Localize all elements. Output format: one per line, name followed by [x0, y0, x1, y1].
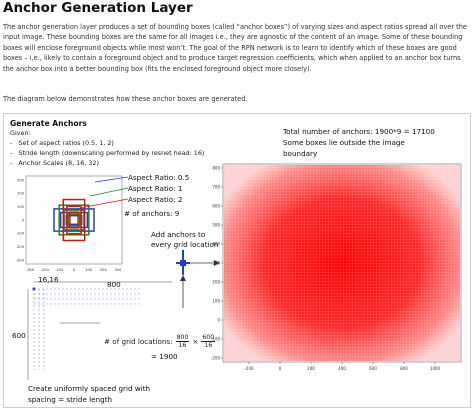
big-plot-y-tick: 600	[212, 203, 220, 208]
create-grid-label-line2: spacing = stride length	[28, 395, 113, 404]
grid-location-cross-icon	[176, 250, 190, 275]
figure-heading: Generate Anchors	[10, 119, 87, 128]
given-bullet-anchor-scales: - Anchor Scales (8, 16, 32)	[10, 159, 99, 167]
big-plot-y-tick: 200	[212, 279, 220, 284]
big-plot-y-tick: 700	[212, 184, 220, 189]
connector-overlay	[27, 176, 220, 380]
fraction-height: 600 16	[201, 333, 216, 349]
small-plot-x-tick: -300	[26, 268, 35, 272]
grid-width-label: 800	[107, 280, 121, 289]
big-plot-x-tick: 600	[369, 366, 377, 371]
anchor-box-ratio-2-scale-2	[66, 205, 82, 235]
small-plot-x-tick: 300	[115, 268, 123, 272]
big-plot-y-tick: -200	[211, 355, 221, 360]
num-anchors-label: # of anchors: 9	[124, 209, 180, 218]
given-bullet-stride-length: - Stride length (downscaling performed b…	[10, 149, 205, 157]
anchor-box-ratio-2-scale-1	[69, 211, 79, 229]
big-plot-y-tick: -100	[211, 336, 221, 341]
big-plot-x-tick: 1000	[430, 366, 441, 371]
aspect-ratio-label-1: Aspect Ratio: 1	[128, 184, 183, 193]
small-plot-x-tick: -200	[41, 268, 50, 272]
big-plot-y-tick: 0	[217, 317, 220, 322]
total-anchors-label: Total number of anchors: 1900*9 = 17100	[283, 127, 435, 136]
small-plot-x-tick: -100	[55, 268, 64, 272]
big-plot-y-tick: 400	[212, 241, 220, 246]
anchor-box-ratio-0.5-scale-3	[53, 208, 95, 232]
small-plot-y-tick: -100	[16, 232, 25, 236]
add-anchors-label-line1: Add anchors to	[151, 230, 206, 239]
anchor-box-ratio-1-scale-1	[67, 213, 81, 227]
small-plot-x-tick: 200	[100, 268, 108, 272]
small-plot-y-tick: -300	[16, 258, 25, 262]
big-plot-y-tick: 300	[212, 260, 220, 265]
big-plot-y-tick: 800	[212, 165, 220, 170]
big-plot-x-tick: 400	[338, 366, 346, 371]
big-plot-x-tick: 0	[279, 366, 282, 371]
aspect-ratio-label-0.5: Aspect Ratio: 0.5	[128, 173, 190, 182]
small-plot-y-tick: 100	[17, 205, 25, 209]
diagram-intro-paragraph: The diagram below demonstrates how these…	[3, 95, 248, 103]
given-label: Given:	[10, 129, 31, 137]
add-anchors-label-line2: every grid location	[151, 240, 219, 249]
all-anchors-plot: -200 0 200 400 600 800 10008007006005004003002…	[211, 163, 462, 371]
small-plot-y-tick: 200	[17, 192, 25, 196]
grid-locations-formula: # of grid locations: 800 16 × 600 16	[104, 330, 216, 352]
big-plot-y-tick: 500	[212, 222, 220, 227]
grid-locations-prefix: # of grid locations:	[104, 336, 173, 346]
grid-height-label: 600	[12, 331, 26, 340]
given-bullet-aspect-ratios: - Set of aspect ratios (0.5, 1, 2)	[10, 139, 114, 147]
anchor-box-ratio-2-scale-3	[62, 198, 86, 242]
small-plot-x-tick: 0	[73, 268, 76, 272]
fraction-width: 800 16	[175, 333, 190, 349]
anchor-boxes-plot: -300 -200 -100 0 100 200 300 300 200 100 0 -100 -200…	[16, 175, 123, 272]
arrow-head-up-icon	[180, 275, 186, 281]
page-title: Anchor Generation Layer	[3, 0, 193, 16]
aspect-ratio-label-2: Aspect Ratio: 2	[128, 195, 183, 204]
anchor-box-ratio-1-scale-2	[63, 209, 85, 231]
big-plot-y-tick: 100	[212, 298, 220, 303]
small-plot-y-tick: 0	[22, 218, 25, 222]
leader-line-aspect-0.5	[94, 176, 129, 183]
big-plot-x-tick: 800	[400, 366, 408, 371]
anchor-box-ratio-1-scale-3	[58, 204, 90, 236]
outside-boundary-note-line1: Some boxes lie outside the image	[283, 138, 405, 147]
outside-boundary-note-line2: boundary	[283, 149, 318, 158]
small-plot-y-tick: -200	[16, 245, 25, 249]
leader-line-aspect-1	[89, 187, 129, 197]
grid-sketch-lines	[33, 288, 140, 370]
big-plot-x-tick: 200	[307, 366, 315, 371]
grid-locations-result: = 1900	[151, 352, 178, 361]
small-plot-y-tick: 300	[17, 178, 25, 182]
arrow-head-icon	[214, 260, 220, 266]
intro-paragraph: The anchor generation layer produces a s…	[3, 23, 467, 73]
grid-origin-label: 16,16	[38, 275, 59, 284]
times-sign: ×	[192, 336, 199, 346]
create-grid-label-line1: Create uniformly spaced grid with	[28, 384, 151, 393]
big-plot-x-tick: -200	[244, 366, 254, 371]
leader-line-aspect-2	[79, 198, 129, 209]
small-plot-x-tick: 100	[85, 268, 93, 272]
anchor-boxes-grid-texture	[224, 165, 460, 361]
small-plot-axes-box	[25, 175, 123, 265]
